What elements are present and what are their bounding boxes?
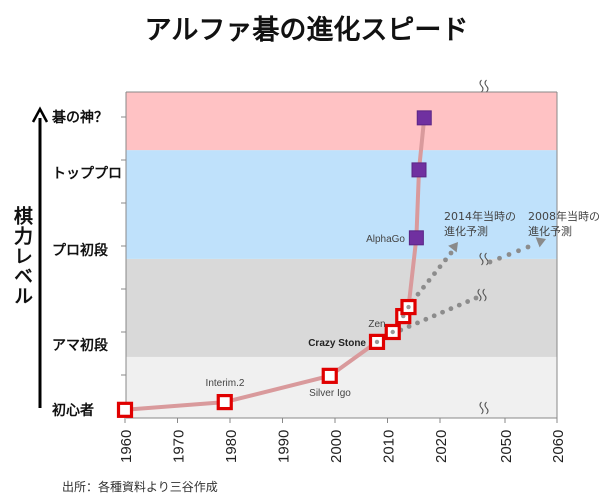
point-label: AlphaGo: [366, 234, 405, 245]
break-stroke: [479, 252, 484, 266]
axis-break-icon: [479, 79, 489, 93]
x-tick-label: 2000: [328, 430, 345, 463]
data-point-marker-alphago: [411, 162, 427, 178]
forecast-dot: [423, 316, 429, 322]
axis-ticks: [121, 116, 558, 423]
chart-title: アルファ碁の進化スピード: [144, 15, 469, 46]
data-point-marker: [384, 323, 401, 341]
axis-break-icon: [479, 252, 489, 266]
data-point-dot: [390, 329, 395, 335]
axis-breaks: [477, 79, 489, 415]
break-stroke: [479, 79, 484, 93]
forecast-arrowhead: [448, 242, 458, 253]
forecast-dot: [487, 259, 493, 265]
forecast-dot: [448, 250, 454, 256]
data-point-marker: [368, 333, 386, 350]
axes: [125, 91, 558, 419]
level-band: [126, 258, 557, 357]
forecast-label-2014-line1: 2014年当時の: [444, 209, 516, 223]
forecast-dot: [406, 324, 412, 329]
series-markers: [116, 110, 432, 418]
forecast-arrowhead: [535, 237, 546, 248]
source-note: 出所：各種資料より三谷作成: [62, 480, 218, 494]
forecast-dot: [456, 302, 462, 308]
forecast-dot: [440, 309, 445, 315]
point-label: Crazy Stone: [308, 338, 366, 349]
break-stroke: [477, 288, 482, 302]
data-point-dot: [406, 304, 411, 310]
x-tick-label: 1960: [118, 430, 135, 463]
forecast-dot: [516, 248, 521, 254]
forecast-dot: [465, 299, 471, 304]
forecast-dot: [448, 306, 454, 312]
break-stroke: [484, 252, 489, 266]
forecast-dot: [506, 252, 512, 257]
x-tick-label: 2050: [498, 430, 515, 463]
forecast-dot: [497, 255, 502, 261]
level-bands: [126, 92, 557, 418]
x-tick-label: 2020: [433, 430, 450, 463]
x-tick-label: 2010: [381, 430, 398, 463]
forecast-dot: [421, 284, 426, 290]
x-tick-labels: 1960 1970 1980 1990 2000 2010 2020 2050 2060: [118, 430, 567, 463]
forecast-label-2014-line2: 進化予測: [444, 224, 488, 238]
data-point-marker: [400, 298, 417, 316]
y-level-arrow: [31, 106, 49, 408]
level-band: [126, 150, 557, 259]
data-point-square: [116, 401, 134, 418]
x-tick-label: 1990: [276, 430, 293, 463]
data-point-marker-alphago: [416, 110, 432, 126]
x-tick-label: 1970: [171, 430, 188, 463]
forecast-dot: [432, 271, 437, 276]
forecast-dot: [426, 278, 432, 283]
level-label: アマ初段: [52, 337, 108, 354]
forecast-label-2008-line1: 2008年当時の: [528, 209, 600, 223]
point-label: Silver Igo: [309, 388, 351, 399]
data-point-marker-alphago: [408, 230, 424, 246]
break-stroke: [484, 79, 489, 93]
data-point-marker: [321, 367, 338, 384]
forecast-dot: [437, 264, 443, 270]
forecast-dot: [473, 295, 479, 301]
forecast-dot: [415, 320, 420, 326]
point-labels: 2014年当時の進化予測2008年当時の進化予測Interim.2Silver …: [206, 209, 600, 399]
level-label: 碁の神？: [52, 110, 108, 126]
level-label: プロ初段: [52, 243, 108, 260]
point-label: Interim.2: [206, 378, 245, 389]
forecast-dot: [443, 257, 448, 263]
data-point-marker: [116, 401, 134, 418]
forecast-label-2008-line2: 進化予測: [528, 224, 572, 238]
data-point-marker: [216, 393, 233, 411]
level-label: トッププロ: [52, 165, 122, 182]
forecast-dot: [525, 244, 531, 250]
break-stroke: [484, 401, 489, 415]
break-stroke: [482, 288, 487, 302]
data-point-dot: [374, 339, 380, 345]
y-arrow-head-icon: [31, 106, 49, 123]
axis-break-icon: [477, 288, 487, 302]
forecast-dot: [415, 291, 421, 297]
level-label: 初心者: [52, 402, 94, 419]
break-stroke: [479, 401, 484, 415]
x-tick-label: 1980: [223, 430, 240, 463]
y-axis-label-text: 棋力レベル: [11, 206, 33, 306]
x-tick-label: 2060: [550, 430, 567, 463]
data-point-square: [216, 393, 233, 411]
y-axis-label: 棋力レベル: [10, 206, 34, 311]
point-label: Zen: [368, 319, 385, 330]
forecast-dot: [431, 313, 437, 319]
data-point-square: [321, 367, 338, 384]
level-band: [126, 92, 557, 151]
axis-break-icon: [479, 401, 489, 415]
